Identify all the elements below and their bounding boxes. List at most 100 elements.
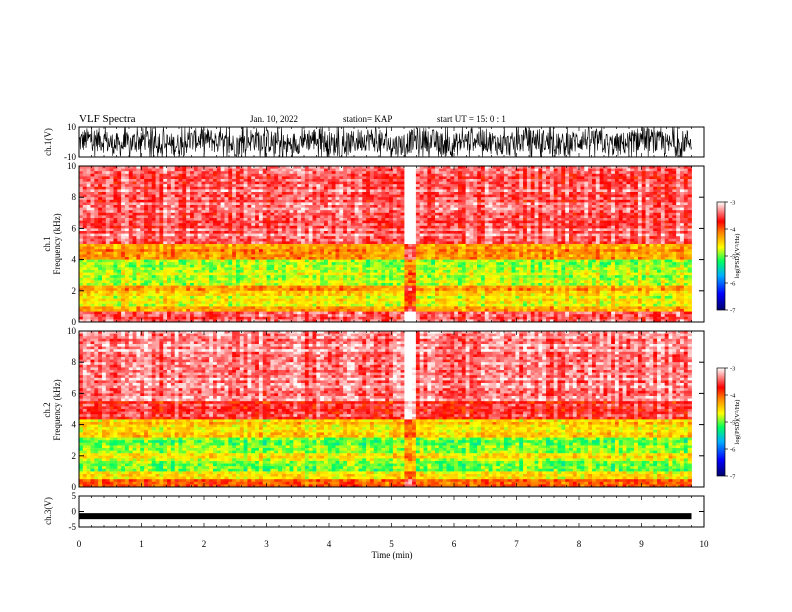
ch1-spectrogram-cell: [618, 205, 623, 208]
ch1-spectrogram-cell: [117, 194, 122, 198]
ch1-spectrogram-cell: [572, 231, 578, 234]
ch1-spectrogram-cell: [324, 241, 329, 245]
ch1-spectrogram-cell: [435, 241, 440, 245]
ch1-spectrogram-cell: [603, 228, 608, 232]
ch1-spectrogram-cell: [526, 236, 532, 240]
ch1-spectrogram-cell: [561, 225, 566, 229]
ch1-spectrogram-cell: [676, 168, 681, 172]
ch1-spectrogram-cell: [641, 197, 646, 201]
ch1-spectrogram-cell: [641, 194, 646, 198]
ch1-spectrogram-cell: [408, 233, 413, 237]
ch1-spectrogram-cell: [109, 207, 114, 211]
ch1-spectrogram-cell: [553, 210, 558, 214]
ch1-spectrogram-cell: [205, 189, 210, 193]
ch1-spectrogram-cell: [480, 231, 486, 234]
ch1-spectrogram-cell: [549, 241, 555, 245]
ch1-spectrogram-cell: [90, 202, 95, 206]
ch1-spectrogram-cell: [178, 220, 183, 224]
ch1-spectrogram-cell: [645, 199, 650, 203]
ch1-spectrogram-cell: [186, 225, 191, 229]
ch1-spectrogram-cell: [366, 244, 371, 247]
ch1-spectrogram-cell: [454, 199, 459, 203]
ch1-spectrogram-cell: [86, 223, 91, 227]
ch1-spectrogram-cell: [121, 186, 126, 190]
ch1-spectrogram-cell: [220, 205, 225, 208]
ch1-spectrogram-cell: [209, 231, 214, 234]
ch1-spectrogram-cell: [599, 233, 604, 237]
ch1-spectrogram-cell: [530, 233, 535, 237]
ch1-spectrogram-cell: [178, 197, 183, 201]
ch1-spectrogram-cell: [178, 228, 183, 232]
ch1-spectrogram-cell: [98, 207, 103, 211]
ch1-spectrogram-cell: [680, 184, 685, 188]
ch1-spectrogram-cell: [109, 197, 114, 201]
ch1-spectrogram-cell: [546, 220, 551, 224]
ch1-spectrogram-cell: [316, 186, 321, 190]
ch1-spectrogram-cell: [461, 205, 467, 208]
ch1-spectrogram-cell: [346, 225, 352, 229]
ch1-spectrogram-cell: [304, 236, 310, 240]
ch1-spectrogram-cell: [163, 184, 168, 188]
ch1-spectrogram-cell: [274, 202, 279, 206]
ch1-spectrogram-cell: [572, 166, 578, 169]
ch1-spectrogram-cell: [224, 236, 229, 240]
ch1-spectrogram-cell: [473, 166, 478, 169]
ch1-spectrogram-cell: [243, 244, 248, 247]
ch1-spectrogram-cell: [641, 220, 646, 224]
ch1-spectrogram-cell: [415, 199, 421, 203]
ch1-spectrogram-cell: [209, 236, 214, 240]
ch1-spectrogram-cell: [622, 197, 627, 201]
ch1-spectrogram-cell: [496, 231, 501, 234]
ch1-spectrogram-cell: [435, 192, 440, 195]
ch1-spectrogram-cell: [634, 179, 639, 182]
ch1-spectrogram-cell: [228, 220, 233, 224]
ch1-spectrogram-cell: [450, 179, 455, 182]
ch1-spectrogram-cell: [239, 197, 245, 201]
ch1-spectrogram-cell: [128, 179, 133, 182]
ch1-spectrogram-cell: [255, 207, 260, 211]
ch1-spectrogram-cell: [427, 166, 432, 169]
ch1-spectrogram-cell: [201, 228, 206, 232]
ch1-spectrogram-cell: [335, 173, 340, 177]
ch1-spectrogram-cell: [569, 166, 574, 169]
ch1-spectrogram-cell: [339, 233, 344, 237]
ch1-spectrogram-cell: [350, 225, 356, 229]
ch1-spectrogram-cell: [404, 210, 409, 214]
ch1-spectrogram-cell: [239, 218, 245, 221]
ch1-spectrogram-cell: [557, 197, 562, 201]
ch1-spectrogram-cell: [634, 207, 639, 211]
ch1-spectrogram-cell: [480, 215, 486, 219]
ch1-spectrogram-cell: [676, 184, 681, 188]
ch1-spectrogram-cell: [603, 171, 608, 175]
ch1-spectrogram-cell: [408, 223, 413, 227]
ch1-spectrogram-cell: [392, 241, 398, 245]
ch1-spectrogram-cell: [450, 199, 455, 203]
ch1-spectrogram-cell: [144, 212, 149, 216]
ch1-spectrogram-cell: [515, 223, 520, 227]
ch1-spectrogram-cell: [461, 189, 467, 193]
ch1-spectrogram-cell: [151, 244, 156, 247]
ch1-spectrogram-cell: [565, 168, 570, 172]
ch1-spectrogram-cell: [308, 173, 313, 177]
ch1-spectrogram-cell: [569, 181, 574, 185]
ch1-spectrogram-cell: [109, 236, 114, 240]
ch1-spectrogram-cell: [324, 225, 329, 229]
ch1-spectrogram-cell: [339, 218, 344, 221]
ch1-spectrogram-cell: [197, 179, 202, 182]
ch1-spectrogram-cell: [362, 218, 367, 221]
ch1-spectrogram-cell: [431, 168, 436, 172]
ch1-spectrogram-cell: [454, 181, 459, 185]
ch1-spectrogram-cell: [457, 202, 463, 206]
ch1-spectrogram-cell: [270, 223, 275, 227]
ch1-spectrogram-cell: [507, 181, 512, 185]
ch1-spectrogram-cell: [622, 202, 627, 206]
ch1-spectrogram-cell: [680, 241, 685, 245]
ch1-spectrogram-cell: [212, 181, 218, 185]
ch1-spectrogram-cell: [599, 168, 604, 172]
ch1-spectrogram-cell: [415, 171, 421, 175]
ch1-spectrogram-cell: [507, 220, 512, 224]
ch1-spectrogram-cell: [660, 233, 666, 237]
ch1-spectrogram-cell: [396, 194, 401, 198]
ch1-spectrogram-cell: [676, 228, 681, 232]
ch1-spectrogram-cell: [519, 181, 524, 185]
